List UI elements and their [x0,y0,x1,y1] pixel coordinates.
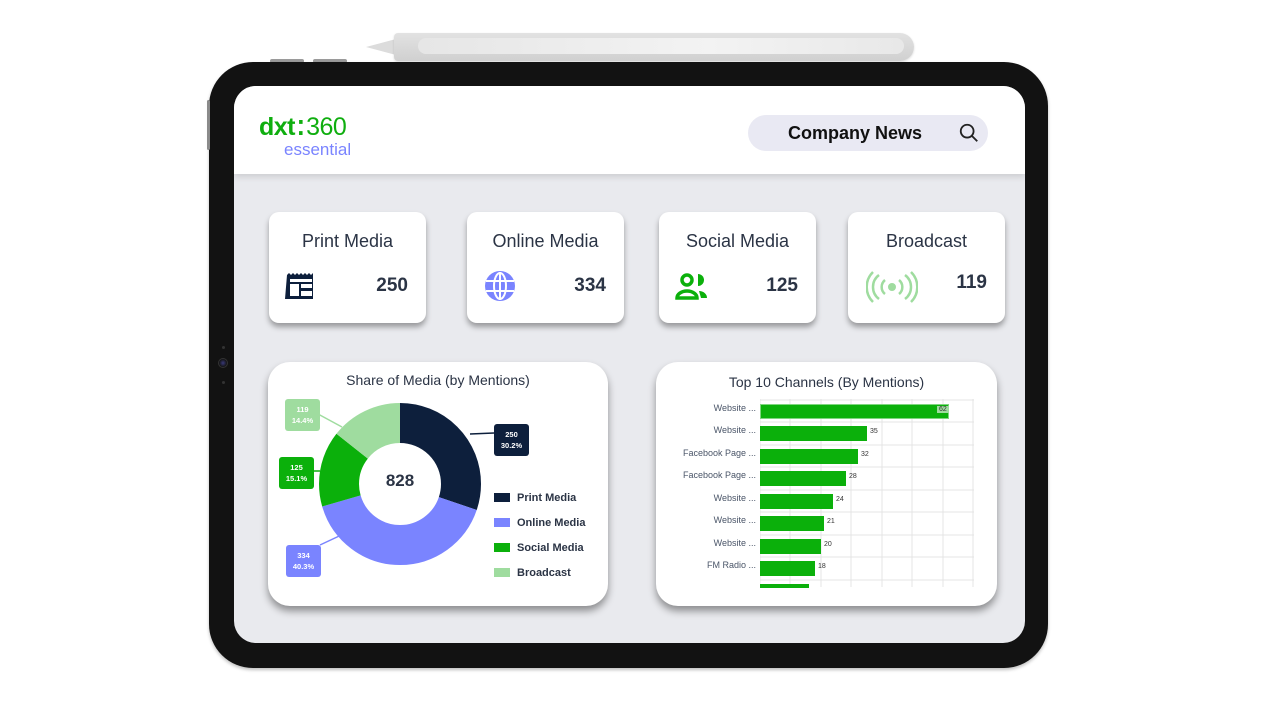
volume-button [270,59,304,63]
camera-icon [218,358,228,368]
callout-broadcast: 119 14.4% [285,399,320,431]
dashboard-screen: dxt ⁚360 essential Company News Print Med… [234,86,1025,643]
stat-card-broadcast[interactable]: Broadcast 119 [848,212,1005,323]
callout-online-media: 334 40.3% [286,545,321,577]
bar-row[interactable] [760,579,974,601]
logo-number: 360 [306,113,347,141]
newspaper-icon [285,273,313,299]
callout-social-media: 125 15.1% [279,457,314,489]
app-header: dxt ⁚360 essential Company News [234,86,1025,174]
logo-tagline: essential [284,140,352,159]
legend-item-broadcast[interactable]: Broadcast [494,560,585,585]
stat-card-online-media[interactable]: Online Media 334 [467,212,624,323]
logo-separator: ⁚ [297,118,305,140]
donut-chart[interactable] [317,401,483,567]
bar-row[interactable]: FM Radio ... 18 [707,556,974,578]
share-of-media-panel: Share of Media (by Mentions) 828 250 30.2… [268,362,608,606]
stylus-pencil [366,33,914,61]
logo[interactable]: dxt ⁚360 essential [259,114,351,158]
bar-row[interactable]: Facebook Page ... 28 [683,466,974,488]
bar-row[interactable]: Facebook Page ... 32 [683,444,974,466]
card-value: 119 [956,272,987,293]
sensor-dot [222,346,225,349]
card-title: Online Media [492,231,599,251]
legend-item-social-media[interactable]: Social Media [494,535,585,560]
card-title: Print Media [301,231,394,251]
chart-title: Top 10 Channels (By Mentions) [728,374,925,390]
search-icon[interactable] [958,122,980,144]
card-value: 250 [376,275,408,296]
side-button [207,100,210,150]
card-value: 334 [574,275,606,296]
bar-row[interactable]: Website ... 24 [714,489,974,511]
card-value: 125 [766,275,798,296]
card-title: Social Media [685,231,790,251]
bar-row[interactable]: Website ... 62 [714,399,974,421]
chart-title: Share of Media (by Mentions) [346,372,530,388]
callout-print-media: 250 30.2% [494,424,529,456]
card-title: Broadcast [885,231,968,251]
bar-row[interactable]: Website ... 21 [714,511,974,533]
bar-row[interactable]: Website ... 35 [714,421,974,443]
bar-chart[interactable]: Website ... 62 Website ... 35 Facebook P… [683,399,974,588]
top-channels-panel: Top 10 Channels (By Mentions) Website ..… [656,362,997,606]
chart-legend: Print Media Online Media Social Media Br… [494,485,585,585]
logo-brand: dxt [259,113,296,141]
broadcast-icon [866,271,918,303]
search-box[interactable]: Company News [748,115,988,151]
sensor-dot [222,381,225,384]
legend-item-print-media[interactable]: Print Media [494,485,585,510]
search-input[interactable]: Company News [788,123,923,143]
donut-total: 828 [385,471,415,490]
legend-item-online-media[interactable]: Online Media [494,510,585,535]
bar-row[interactable]: Website ... 20 [714,534,974,556]
users-icon [675,273,707,300]
stat-card-social-media[interactable]: Social Media 125 [659,212,816,323]
globe-icon [485,271,515,301]
volume-button [313,59,347,63]
stat-card-print-media[interactable]: Print Media 250 [269,212,426,323]
